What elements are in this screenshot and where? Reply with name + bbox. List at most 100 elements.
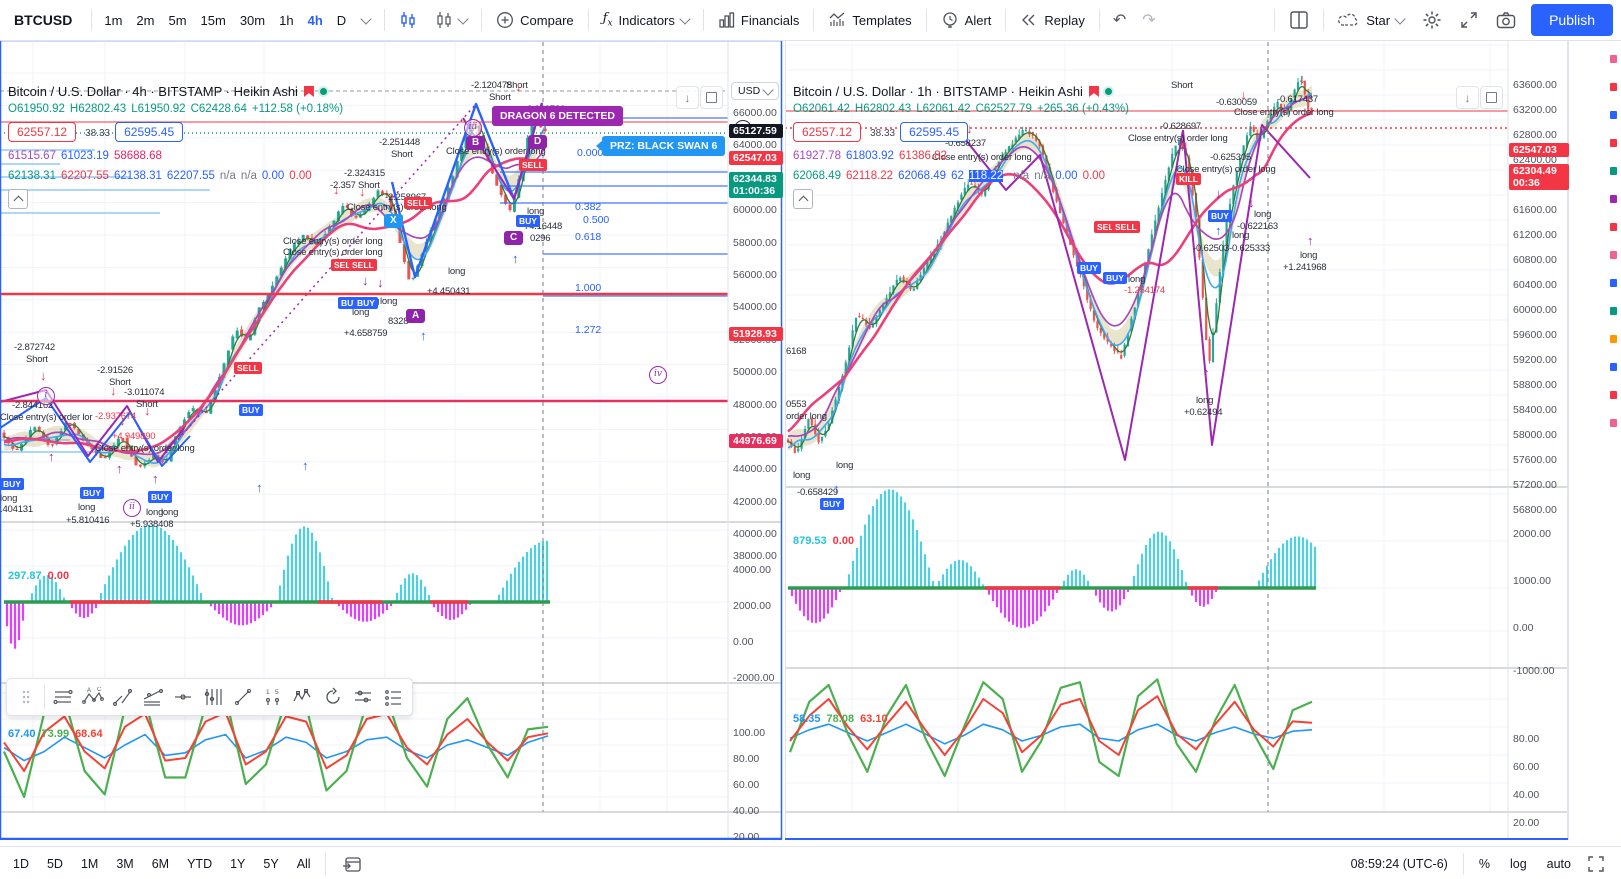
range-1M[interactable]: 1M [80,856,99,871]
range-3M[interactable]: 3M [116,856,134,871]
pane-down-button[interactable]: ↓ [1456,86,1479,109]
candle-body [341,205,345,214]
right-strip-scrollbar[interactable] [1568,40,1621,840]
candle-body [1232,185,1235,205]
templates-button[interactable]: Templates [819,6,920,34]
annotation-text: Close entry(s) order long [283,247,383,258]
pane-maximize-button[interactable] [700,86,723,109]
annotation-text: -2.844162 [12,400,53,411]
annotation-text: Close entry(s) order long [347,202,447,213]
timeframe-1h[interactable]: 1h [279,12,294,28]
arrow-down-marker: ↓ [1215,186,1222,201]
fullscreen-button[interactable] [1451,6,1487,34]
log-scale-toggle[interactable]: log [1509,856,1527,871]
timeframe-15m[interactable]: 15m [200,12,226,28]
candle-body [1252,126,1255,132]
scroll-marker [1610,83,1617,91]
clock-utc[interactable]: 08:59:24 (UTC-6) [1350,856,1448,871]
candle-body [99,454,103,458]
osc-tick: 40.00 [1513,789,1540,801]
range-All[interactable]: All [296,856,311,871]
financials-button[interactable]: Financials [709,6,809,34]
candle-body [1211,332,1215,363]
timeframe-D[interactable]: D [336,12,347,28]
cloud-icon [1338,13,1358,26]
annotation-text: Short [506,80,528,91]
candle-body [1014,137,1017,143]
percent-scale-toggle[interactable]: % [1478,856,1490,871]
snapshot-button[interactable] [1487,6,1525,34]
annotation-text: Close entry(s) order long [283,236,383,247]
trade-badge-sell: SELL [404,197,432,209]
symbol-button[interactable]: BTCUSD [14,12,73,28]
collapse-header-button[interactable] [8,189,28,209]
pane-down-button[interactable]: ↓ [676,86,699,109]
collapse-header-button[interactable] [793,189,813,209]
rotate-tool[interactable] [318,682,348,712]
range-YTD[interactable]: YTD [187,856,213,871]
timeframe-30m[interactable]: 30m [239,12,266,28]
settings-button[interactable] [1413,6,1451,34]
chart-type-secondary-button[interactable] [426,6,476,34]
divider [702,9,704,31]
arrow-down-marker: ↓ [333,182,340,197]
arrow-up-marker: ↑ [48,449,55,464]
drag-handle[interactable] [11,682,41,712]
redo-button[interactable]: ↷ [1142,12,1156,29]
svg-text:5: 5 [275,689,279,696]
candle-body [837,386,841,401]
publish-button[interactable]: Publish [1531,4,1613,36]
candle-body [922,268,926,275]
candle-body [50,444,54,446]
trend-lines-tool[interactable] [48,682,78,712]
hist-tick: 0.00 [733,636,754,648]
elliott-wave-tool[interactable] [288,682,318,712]
chart-type-candles-button[interactable] [390,6,426,34]
trend-angle-tool[interactable] [108,682,138,712]
object-settings-tool[interactable] [348,682,378,712]
candle-body [451,176,455,188]
indicators-button[interactable]: ƒx Indicators [594,6,698,34]
range-1Y[interactable]: 1Y [230,856,246,871]
hist-tick: 2000.00 [1513,528,1551,540]
object-tree-tool[interactable] [378,682,408,712]
timeframe-1m[interactable]: 1m [104,12,123,28]
range-1D[interactable]: 1D [13,856,29,871]
currency-dropdown[interactable]: USD [731,82,780,100]
pane-maximize-button[interactable] [1480,86,1503,109]
range-5Y[interactable]: 5Y [263,856,279,871]
layout-button[interactable] [1280,6,1318,34]
timeframe-4h[interactable]: 4h [307,12,323,28]
horizontal-ray-tool[interactable] [168,682,198,712]
cloud-save-button[interactable]: Star [1329,6,1413,34]
sell-price-chip: 62557.12 [8,122,77,142]
maximize-chart-button[interactable] [1581,849,1611,879]
timeframe-5m[interactable]: 5m [168,12,187,28]
orders-row: 62557.12 38.33 62595.45 [793,122,973,142]
arrow-up-marker: ↑ [1203,365,1210,380]
trade-badge-sell: SELL [519,159,547,171]
timeframe-2m[interactable]: 2m [136,12,155,28]
pitchfork-tool[interactable] [138,682,168,712]
timeframe-dropdown[interactable] [353,6,379,34]
range-6M[interactable]: 6M [151,856,170,871]
trend-line-tool[interactable] [228,682,258,712]
flag-icon[interactable] [1088,86,1099,97]
flag-icon[interactable] [303,86,314,97]
auto-scale-toggle[interactable]: auto [1546,856,1571,871]
volume-profile-tool[interactable] [198,682,228,712]
range-5D[interactable]: 5D [46,856,63,871]
replay-button[interactable]: Replay [1011,6,1093,34]
alert-button[interactable]: Alert [932,6,1001,34]
chart-title[interactable]: Bitcoin / U.S. Dollar · 1h · BITSTAMP · … [793,84,1112,99]
go-to-date-button[interactable] [337,849,367,879]
annotation-text: -0.625333 [1229,243,1270,254]
candle-body [1222,245,1225,276]
chart-title[interactable]: Bitcoin / U.S. Dollar · 4h · BITSTAMP · … [8,84,327,99]
undo-button[interactable]: ↶ [1112,12,1127,29]
candle-body [984,189,987,196]
candle-body [1300,80,1303,82]
compare-button[interactable]: Compare [487,6,582,34]
